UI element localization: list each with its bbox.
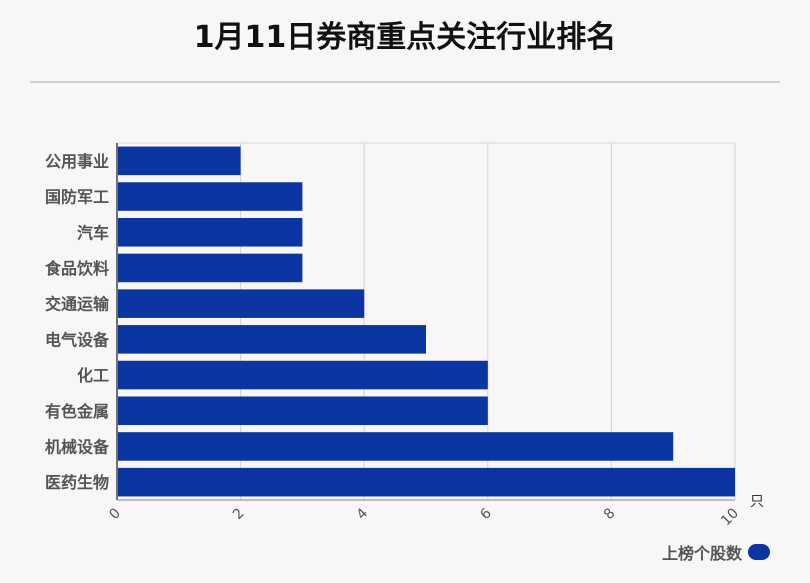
legend[interactable]: 上榜个股数 <box>662 540 770 564</box>
category-label: 食品饮料 <box>44 259 109 278</box>
x-tick-label: 0 <box>106 505 124 523</box>
bar-0[interactable] <box>118 146 241 176</box>
legend-swatch <box>748 544 770 560</box>
legend-label: 上榜个股数 <box>661 544 742 563</box>
bar-8[interactable] <box>118 432 674 461</box>
chart-title: 1月11日券商重点关注行业排名 <box>193 20 617 55</box>
x-tick-label: 2 <box>230 505 248 523</box>
bar-6[interactable] <box>118 360 488 390</box>
bar-9[interactable] <box>118 467 735 497</box>
bar-5[interactable] <box>118 325 426 354</box>
bar-4[interactable] <box>118 289 365 318</box>
title-divider <box>30 81 780 83</box>
x-tick-label: 8 <box>601 505 619 523</box>
bar-3[interactable] <box>118 253 303 283</box>
category-label: 公用事业 <box>45 152 109 171</box>
bar-1[interactable] <box>118 182 303 211</box>
bar-7[interactable] <box>118 396 488 426</box>
x-tick-label: 10 <box>718 505 742 529</box>
x-tick-label: 4 <box>354 505 372 523</box>
bars <box>118 146 735 497</box>
category-label: 电气设备 <box>45 330 110 349</box>
category-label: 汽车 <box>77 223 109 242</box>
category-label: 有色金属 <box>45 402 109 421</box>
category-label: 交通运输 <box>45 295 110 314</box>
bar-2[interactable] <box>118 217 303 247</box>
category-label: 机械设备 <box>45 437 110 456</box>
tick-labels: 0 2 4 6 8 10 <box>106 505 742 529</box>
category-label: 化工 <box>77 366 109 385</box>
category-label: 医药生物 <box>45 473 109 492</box>
category-label: 国防军工 <box>45 188 109 207</box>
x-unit-label: 只 <box>750 494 764 510</box>
x-tick-label: 6 <box>477 505 495 523</box>
